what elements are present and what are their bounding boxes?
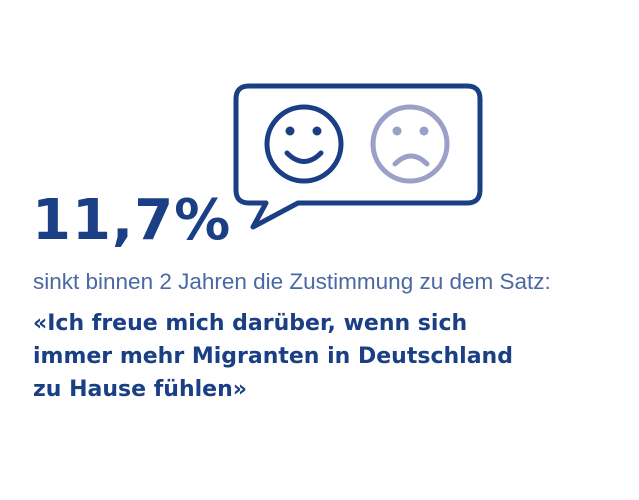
quote-line: zu Hause fühlen»: [33, 377, 247, 402]
smiley-sad-icon: [370, 104, 450, 184]
smiley-happy-icon: [264, 104, 344, 184]
subline-text: sinkt binnen 2 Jahren die Zustimmung zu …: [33, 269, 551, 294]
headline-percentage: 11,7%: [32, 188, 232, 253]
quote-line: immer mehr Migranten in Deutschland: [33, 344, 513, 369]
quote-line: «Ich freue mich darüber, wenn sich: [33, 311, 468, 336]
quote-text: «Ich freue mich darüber, wenn sich immer…: [33, 307, 623, 406]
